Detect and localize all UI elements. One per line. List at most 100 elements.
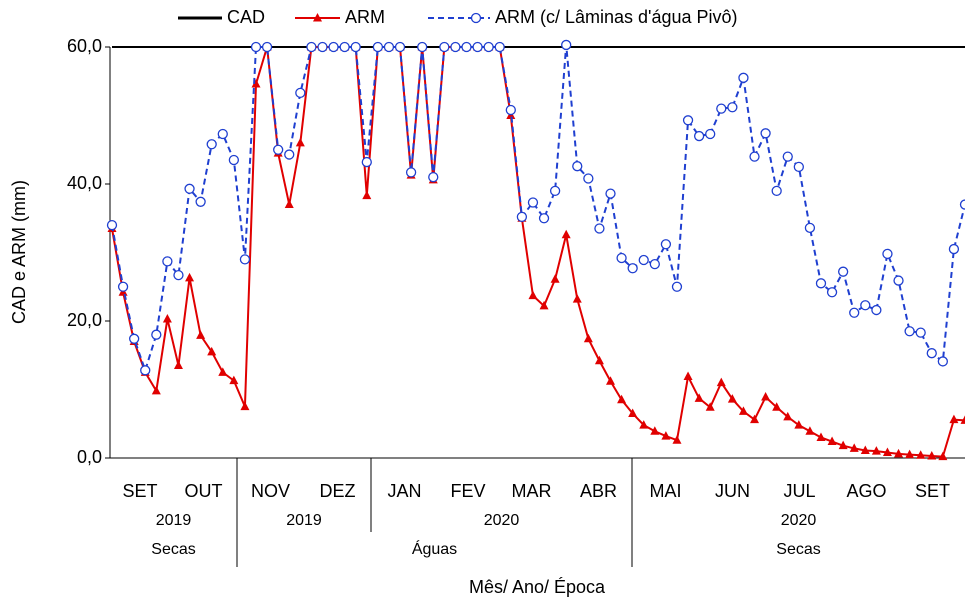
- y-tick-label: 40,0: [67, 173, 102, 193]
- point: [528, 290, 538, 300]
- point: [815, 278, 827, 289]
- month-label: DEZ: [320, 481, 356, 501]
- point: [206, 139, 217, 150]
- year-label: 2019: [156, 512, 192, 529]
- point: [672, 435, 682, 444]
- year-label: 2019: [286, 512, 322, 529]
- point: [837, 266, 849, 277]
- month-label: AGO: [846, 481, 886, 501]
- point: [173, 269, 184, 281]
- point: [627, 263, 638, 274]
- point: [195, 196, 206, 207]
- point: [361, 156, 372, 168]
- legend-label: CAD: [227, 7, 265, 27]
- point: [483, 41, 494, 53]
- point: [904, 326, 915, 337]
- point: [761, 392, 771, 401]
- point: [273, 144, 284, 155]
- y-axis-label: CAD e ARM (mm): [9, 180, 29, 324]
- point: [782, 151, 793, 162]
- point: [394, 41, 406, 53]
- point: [649, 258, 660, 270]
- point: [472, 41, 483, 53]
- point: [295, 87, 306, 99]
- month-label: OUT: [185, 481, 223, 501]
- point: [417, 41, 428, 53]
- point: [660, 239, 672, 250]
- point: [162, 256, 173, 267]
- month-label: NOV: [251, 481, 290, 501]
- point: [505, 104, 516, 116]
- point: [871, 304, 882, 316]
- point: [771, 185, 782, 197]
- point: [750, 414, 760, 424]
- point: [727, 102, 738, 113]
- point: [705, 402, 715, 411]
- month-label: SET: [915, 481, 950, 501]
- point: [849, 443, 859, 452]
- point: [805, 426, 815, 435]
- point: [827, 436, 837, 446]
- point: [960, 415, 965, 424]
- point: [683, 371, 693, 380]
- point: [793, 161, 804, 173]
- point: [207, 346, 217, 356]
- point: [760, 128, 771, 139]
- point: [284, 149, 295, 160]
- point: [428, 171, 439, 183]
- season-label: Águas: [412, 539, 457, 558]
- x-axis-label: Mês/ Ano/ Época: [469, 577, 606, 597]
- legend-marker: [313, 13, 322, 22]
- year-label: 2020: [484, 512, 520, 529]
- legend-label: ARM (c/ Lâminas d'água Pivô): [495, 7, 738, 27]
- month-label: SET: [122, 481, 157, 501]
- point: [738, 72, 749, 83]
- point: [196, 330, 206, 339]
- point: [240, 401, 250, 411]
- point: [250, 41, 262, 53]
- point: [727, 394, 737, 403]
- point: [948, 243, 960, 255]
- point: [218, 367, 228, 376]
- point: [860, 300, 871, 311]
- point: [606, 376, 616, 385]
- point: [905, 449, 915, 459]
- point: [328, 41, 339, 53]
- series-line: [111, 44, 965, 374]
- point: [295, 137, 305, 147]
- season-label: Secas: [776, 541, 820, 558]
- point: [516, 211, 528, 223]
- point: [849, 307, 860, 318]
- point: [117, 281, 129, 292]
- point: [350, 41, 361, 53]
- point: [639, 420, 649, 429]
- point: [605, 188, 616, 199]
- point: [362, 190, 372, 200]
- point: [461, 41, 472, 53]
- point: [893, 275, 904, 286]
- point: [716, 103, 727, 114]
- point: [882, 248, 893, 260]
- series-line: [111, 46, 965, 458]
- month-label: JAN: [387, 481, 421, 501]
- point: [129, 333, 140, 344]
- point: [405, 167, 417, 178]
- point: [650, 426, 660, 435]
- month-label: JUN: [715, 481, 750, 501]
- point: [772, 402, 782, 411]
- point: [527, 197, 539, 208]
- point: [816, 432, 826, 441]
- point: [583, 333, 593, 343]
- point: [838, 440, 848, 450]
- point: [184, 183, 195, 194]
- point: [594, 223, 605, 234]
- point: [561, 39, 572, 51]
- point: [938, 451, 948, 461]
- point: [693, 130, 705, 142]
- point: [894, 448, 904, 458]
- point: [860, 445, 870, 454]
- point: [661, 431, 671, 440]
- point: [705, 128, 716, 140]
- point: [549, 185, 561, 197]
